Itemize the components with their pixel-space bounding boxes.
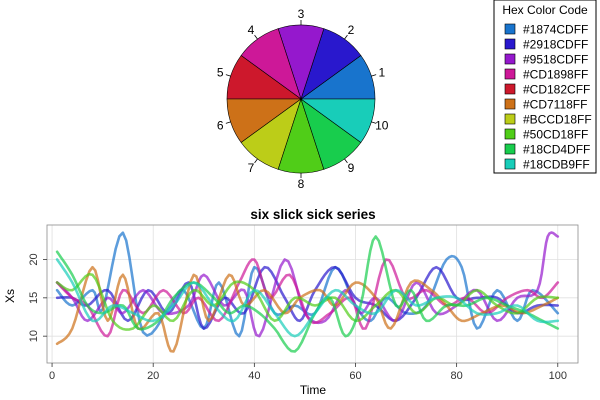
legend-entry: #18CDB9FF: [523, 158, 590, 172]
legend-entry: #1874CDFF: [523, 23, 588, 37]
y-tick-label: 15: [28, 292, 40, 304]
legend-swatch: [504, 158, 516, 170]
legend-entry: #CD1898FF: [523, 68, 588, 82]
series-line: [55, 235, 560, 353]
pie-label-5: 5: [217, 66, 224, 80]
pie-label-1: 1: [378, 66, 385, 80]
pie-tick-6: [225, 121, 231, 124]
legend-entry: #9518CDFF: [523, 53, 588, 67]
pie-label-7: 7: [248, 161, 255, 175]
x-tick-label: 20: [147, 370, 159, 382]
pie-tick-7: [254, 158, 258, 164]
plot-frame: [46, 224, 579, 364]
legend-entry: #BCCD18FF: [523, 113, 592, 127]
y-tick-label: 10: [28, 330, 40, 342]
pie-tick-5: [225, 74, 231, 77]
legend-entry: #18CD4DFF: [523, 143, 590, 157]
pie-label-2: 2: [348, 23, 355, 37]
x-tick-label: 60: [349, 370, 361, 382]
x-tick-label: 100: [549, 370, 567, 382]
x-tick-label: 40: [248, 370, 260, 382]
x-tick-label: 0: [49, 370, 55, 382]
legend-swatch: [504, 98, 516, 110]
x-tick-label: 80: [451, 370, 463, 382]
line-chart-title: six slick sick series: [250, 207, 375, 222]
legend-swatch: [504, 143, 516, 155]
x-axis-label: Time: [300, 383, 327, 397]
legend-entry: #CD7118FF: [523, 98, 587, 112]
pie-tick-2: [344, 34, 348, 40]
y-tick-label: 20: [28, 253, 40, 265]
legend-swatch: [504, 83, 516, 95]
pie-label-4: 4: [248, 23, 255, 37]
pie-tick-10: [371, 121, 377, 124]
legend-swatch: [504, 128, 516, 140]
legend-swatch: [504, 68, 516, 80]
pie-label-3: 3: [298, 7, 305, 21]
pie-slice-10: [300, 98, 376, 143]
legend-entry: #2918CDFF: [523, 38, 588, 52]
pie-label-6: 6: [217, 118, 224, 132]
pie-tick-9: [344, 158, 348, 164]
legend-swatch: [504, 113, 516, 125]
pie-label-8: 8: [298, 177, 305, 191]
pie-label-9: 9: [348, 161, 355, 175]
legend-entry: #50CD18FF: [523, 128, 588, 142]
legend-title: Hex Color Code: [502, 3, 588, 17]
pie-legend: Hex Color Code #1874CDFF#2918CDFF#9518CD…: [493, 0, 597, 174]
pie-chart: 1 2 3 4 5 6 7 8 9 10: [217, 7, 389, 191]
legend-swatch: [504, 38, 516, 50]
legend-entry: #CD182CFF: [523, 83, 590, 97]
pie-tick-1: [371, 74, 377, 77]
y-axis-label: Xs: [3, 289, 17, 303]
pie-label-10: 10: [375, 118, 389, 132]
legend-swatch: [504, 53, 516, 65]
series-line: [55, 258, 560, 338]
pie-tick-4: [254, 34, 258, 40]
line-chart: six slick sick series Time Xs 0 20 40 60 80 1…: [3, 207, 579, 397]
legend-swatch: [504, 23, 516, 35]
